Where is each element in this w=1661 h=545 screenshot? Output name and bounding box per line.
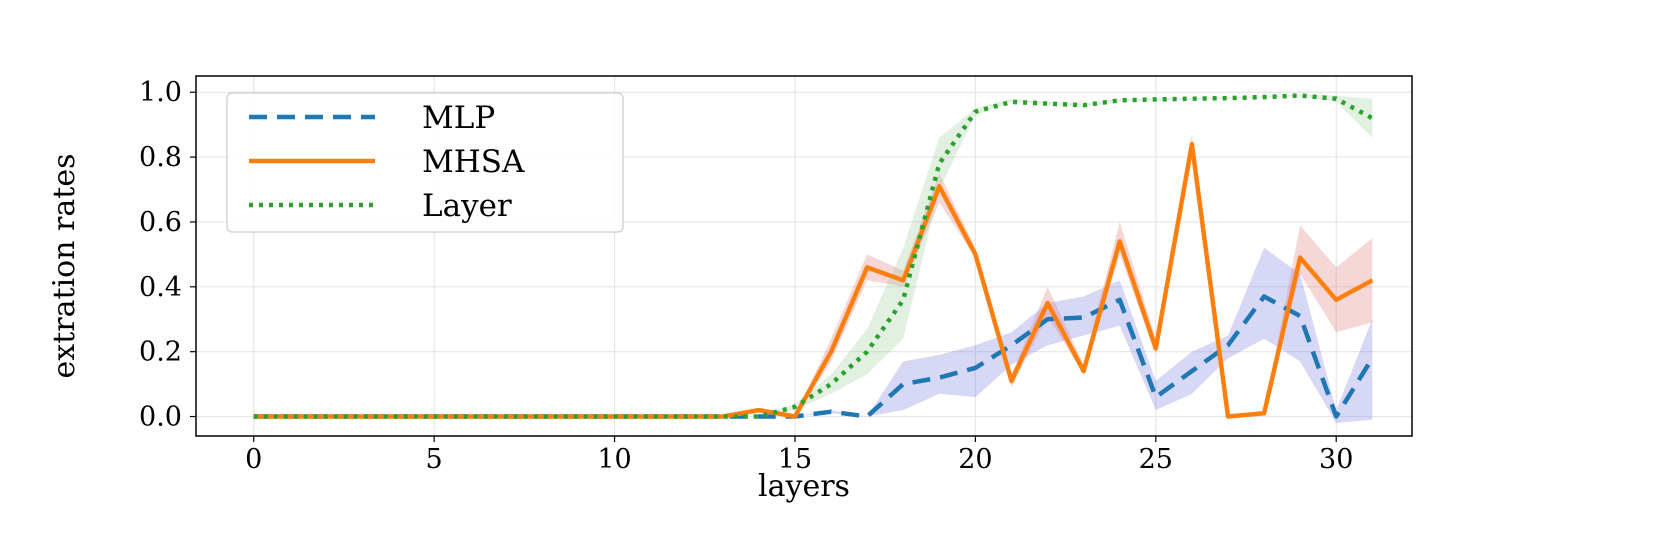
x-tick-label: 30: [1319, 444, 1353, 475]
confidence-bands: [253, 94, 1373, 423]
x-tick-label: 25: [1139, 444, 1173, 475]
x-tick-label: 15: [778, 444, 812, 475]
axis-ticks: 0 5 10 15 20 25 30 0.0 0.2 0.4 0.6 0.8 1.0: [139, 77, 1353, 475]
y-tick-label: 0.4: [139, 272, 182, 303]
y-axis-label: extration rates: [47, 154, 82, 379]
legend-entries: MLP MHSA Layer: [249, 100, 525, 224]
y-tick-label: 0.6: [139, 207, 182, 238]
y-tick-label: 0.8: [139, 142, 182, 173]
series-line-mlp: [253, 294, 1375, 419]
series-line-mhsa: [253, 141, 1374, 419]
legend-label-mhsa: MHSA: [422, 144, 525, 180]
y-tick-label: 0.2: [139, 337, 182, 368]
series-line-layer: [253, 93, 1374, 419]
x-axis-label: layers: [758, 469, 850, 504]
legend-box: [226, 92, 624, 233]
x-tick-label: 5: [426, 444, 443, 475]
y-tick-label: 0.0: [139, 402, 182, 433]
x-tick-label: 10: [597, 444, 631, 475]
plot-frame: [195, 75, 1413, 437]
legend-label-mlp: MLP: [422, 100, 495, 136]
legend: MLP MHSA Layer: [226, 92, 624, 233]
x-tick-label: 0: [245, 444, 262, 475]
band-mlp: [253, 247, 1373, 423]
legend-label-layer: Layer: [422, 188, 512, 224]
x-tick-label: 20: [958, 444, 992, 475]
series-lines: [253, 93, 1375, 419]
y-tick-label: 1.0: [139, 77, 182, 108]
